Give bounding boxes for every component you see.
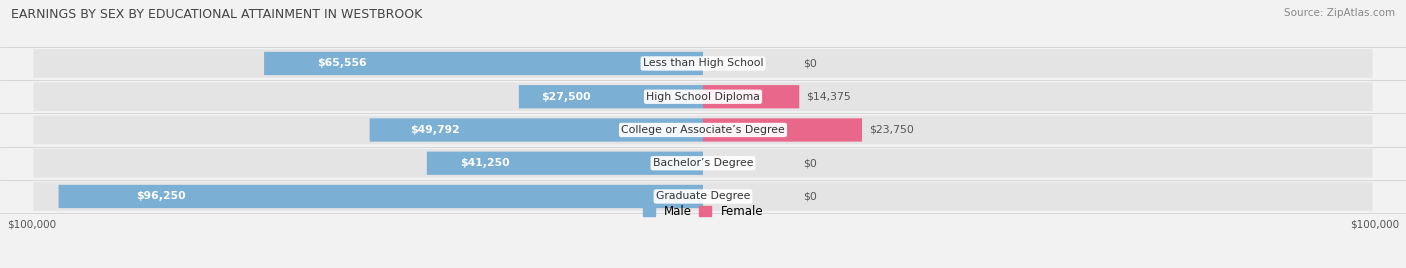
Legend: Male, Female: Male, Female <box>638 200 768 223</box>
FancyBboxPatch shape <box>34 149 1372 177</box>
FancyBboxPatch shape <box>519 85 703 108</box>
Text: $0: $0 <box>803 191 817 202</box>
FancyBboxPatch shape <box>34 182 1372 211</box>
FancyBboxPatch shape <box>34 83 1372 111</box>
Text: EARNINGS BY SEX BY EDUCATIONAL ATTAINMENT IN WESTBROOK: EARNINGS BY SEX BY EDUCATIONAL ATTAINMEN… <box>11 8 422 21</box>
Text: $23,750: $23,750 <box>869 125 914 135</box>
Text: $100,000: $100,000 <box>1350 219 1399 229</box>
FancyBboxPatch shape <box>34 116 1372 144</box>
Text: $41,250: $41,250 <box>460 158 509 168</box>
Text: High School Diploma: High School Diploma <box>647 92 759 102</box>
Text: $0: $0 <box>803 158 817 168</box>
Text: Less than High School: Less than High School <box>643 58 763 69</box>
Text: $14,375: $14,375 <box>806 92 851 102</box>
FancyBboxPatch shape <box>703 118 862 142</box>
Text: $27,500: $27,500 <box>541 92 591 102</box>
FancyBboxPatch shape <box>264 52 703 75</box>
Text: $0: $0 <box>803 58 817 69</box>
Text: $96,250: $96,250 <box>136 191 186 202</box>
Text: $65,556: $65,556 <box>316 58 367 69</box>
FancyBboxPatch shape <box>703 85 799 108</box>
FancyBboxPatch shape <box>370 118 703 142</box>
FancyBboxPatch shape <box>427 152 703 175</box>
Text: Graduate Degree: Graduate Degree <box>655 191 751 202</box>
Text: $49,792: $49,792 <box>409 125 460 135</box>
Text: Source: ZipAtlas.com: Source: ZipAtlas.com <box>1284 8 1395 18</box>
Text: $100,000: $100,000 <box>7 219 56 229</box>
FancyBboxPatch shape <box>34 49 1372 78</box>
Text: Bachelor’s Degree: Bachelor’s Degree <box>652 158 754 168</box>
FancyBboxPatch shape <box>59 185 703 208</box>
Text: College or Associate’s Degree: College or Associate’s Degree <box>621 125 785 135</box>
